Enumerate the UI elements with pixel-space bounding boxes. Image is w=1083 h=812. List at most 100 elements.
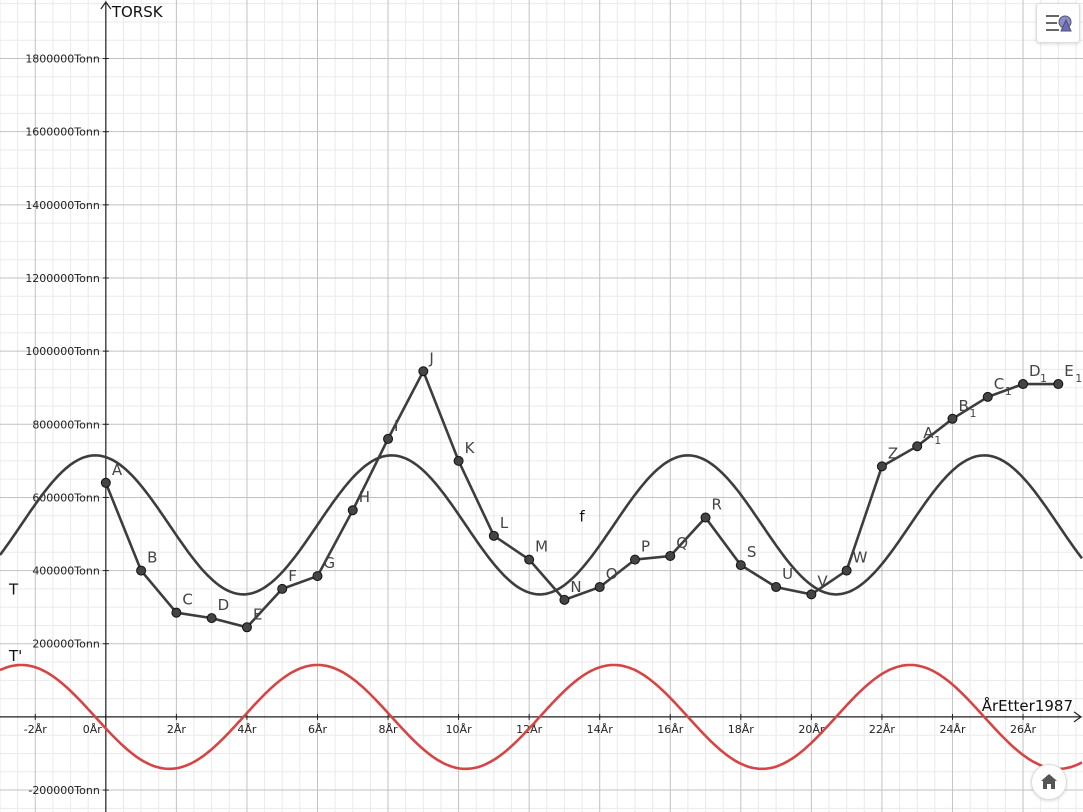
data-point xyxy=(136,565,147,576)
data-point xyxy=(982,391,993,402)
data-point-label: C xyxy=(182,591,192,609)
y-tick-label: 200000Tonn xyxy=(32,638,100,651)
curve-label-T-prime: T' xyxy=(8,647,22,665)
data-point-label: Z xyxy=(888,444,898,462)
x-tick-label: 20År xyxy=(798,723,825,736)
curve-label-T: T xyxy=(8,580,19,598)
data-point xyxy=(383,433,394,444)
curve-T-prime xyxy=(0,663,1083,771)
series-name-label: f xyxy=(579,508,585,526)
data-point-label: D xyxy=(218,596,230,614)
data-point xyxy=(1018,379,1029,390)
data-point xyxy=(206,613,217,624)
x-tick-label: 26År xyxy=(1010,723,1037,736)
x-tick-label: 2År xyxy=(167,723,187,736)
data-point-label: M xyxy=(535,538,548,556)
data-point-label: Q xyxy=(676,534,688,552)
data-point-label: B xyxy=(958,397,968,415)
data-point-label: C xyxy=(994,375,1004,393)
data-point-label-subscript: 1 xyxy=(934,434,941,447)
data-point-label-subscript: 1 xyxy=(1005,385,1012,398)
data-point-label: S xyxy=(747,543,757,561)
data-point xyxy=(841,565,852,576)
curve-labels: T T' xyxy=(8,580,22,665)
data-point xyxy=(912,441,923,452)
data-point xyxy=(629,554,640,565)
data-point xyxy=(594,582,605,593)
data-point-label: K xyxy=(465,439,476,457)
data-point-label: R xyxy=(712,496,722,514)
curve-T xyxy=(0,454,1083,596)
data-point xyxy=(700,512,711,523)
style-bar-button[interactable] xyxy=(1036,3,1080,43)
y-tick-label: -200000Tonn xyxy=(28,784,100,797)
data-point xyxy=(876,461,887,472)
x-tick-label: 24År xyxy=(939,723,966,736)
home-button[interactable] xyxy=(1031,764,1067,800)
x-tick-label: 4År xyxy=(237,723,257,736)
data-point-label: D xyxy=(1029,362,1041,380)
x-axis-title: ÅrEtter1987 xyxy=(982,696,1073,715)
x-tick-label: -2År xyxy=(24,723,47,736)
data-point-label: G xyxy=(323,554,335,572)
data-point xyxy=(100,477,111,488)
data-point-label-subscript: 1 xyxy=(1040,372,1047,385)
data-point-label: P xyxy=(641,538,650,556)
data-point xyxy=(735,560,746,571)
data-point-label: L xyxy=(500,514,509,532)
data-point xyxy=(418,366,429,377)
y-tick-label: 600000Tonn xyxy=(32,491,100,504)
y-tick-label: 400000Tonn xyxy=(32,565,100,578)
y-tick-label: 1800000Tonn xyxy=(25,53,100,66)
x-tick-label: 18År xyxy=(728,723,755,736)
data-point xyxy=(524,554,535,565)
data-point xyxy=(171,607,182,618)
data-point-label: A xyxy=(923,424,934,442)
home-icon xyxy=(1041,774,1057,789)
y-axis-title: TORSK xyxy=(111,3,164,21)
y-tick-label: 1400000Tonn xyxy=(25,199,100,212)
data-point xyxy=(312,571,323,582)
data-point-label: A xyxy=(112,461,123,479)
data-point-label: E xyxy=(1064,362,1073,380)
data-point-label-subscript: 1 xyxy=(1075,372,1082,385)
data-point-label: U xyxy=(782,565,793,583)
data-point-label: E xyxy=(253,605,262,623)
x-tick-label: 14År xyxy=(587,723,614,736)
data-point xyxy=(453,455,464,466)
data-point xyxy=(488,530,499,541)
data-point xyxy=(771,582,782,593)
y-tick-label: 1600000Tonn xyxy=(25,126,100,139)
data-point-label: O xyxy=(606,565,618,583)
x-tick-label: 6År xyxy=(308,723,328,736)
series-line-f xyxy=(104,368,1059,629)
x-tick-label: 10År xyxy=(446,723,473,736)
x-tick-label: 8År xyxy=(379,723,399,736)
data-point-label: W xyxy=(853,549,868,567)
curves xyxy=(0,454,1083,771)
data-point xyxy=(806,589,817,600)
data-point xyxy=(277,583,288,594)
data-point-label: J xyxy=(428,349,433,367)
data-point xyxy=(559,594,570,605)
data-point-label: H xyxy=(359,488,370,506)
tick-labels: -2År 0År 2År 4År 6År 8År 10År 12År 14År 16År 18År 2… xyxy=(24,3,1073,797)
y-tick-label: 1000000Tonn xyxy=(25,345,100,358)
y-tick-label: 800000Tonn xyxy=(32,418,100,431)
data-point xyxy=(241,622,252,633)
data-point xyxy=(947,413,958,424)
y-tick-label: 1200000Tonn xyxy=(25,272,100,285)
x-tick-label: 22År xyxy=(869,723,896,736)
y-axis-arrow xyxy=(100,0,112,10)
graphics-style-bar-icon xyxy=(1046,15,1072,32)
data-point-label: I xyxy=(394,417,398,435)
x-tick-label: 0År xyxy=(83,723,103,736)
data-point-label: B xyxy=(147,549,157,567)
x-axis-arrow xyxy=(1073,711,1083,723)
data-point xyxy=(1053,379,1064,390)
